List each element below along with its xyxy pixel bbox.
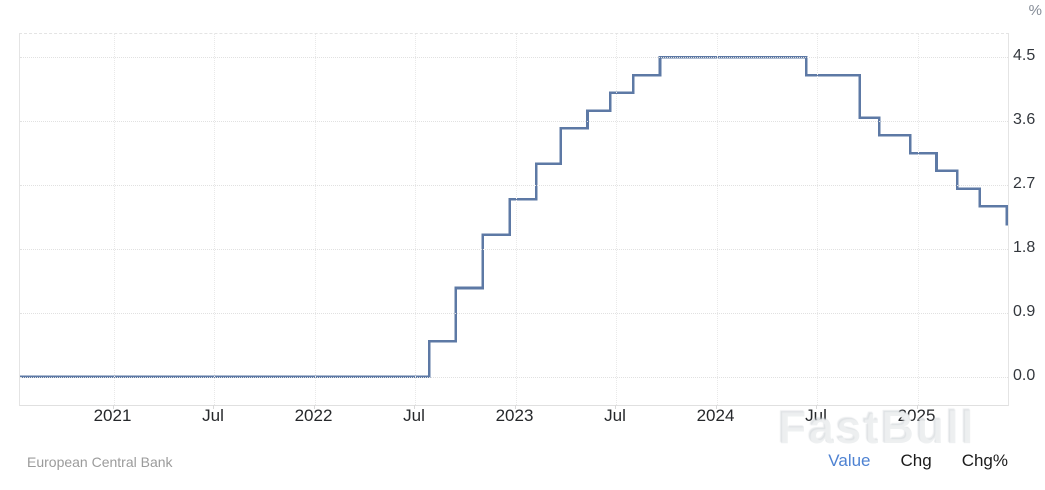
x-tick-label: Jul xyxy=(604,406,626,425)
legend-tabs: Value Chg Chg% xyxy=(828,451,1008,471)
y-tick-label: 4.5 xyxy=(1013,47,1036,65)
h-gridline xyxy=(20,57,1008,59)
h-gridline xyxy=(20,248,1008,250)
v-gridline xyxy=(817,34,818,405)
x-tick-mark xyxy=(514,405,516,409)
x-tick-mark xyxy=(715,405,717,409)
x-tick-label: 2021 xyxy=(93,406,132,425)
v-gridline xyxy=(314,34,316,405)
x-tick-mark xyxy=(816,405,817,409)
plot-area[interactable] xyxy=(19,33,1009,406)
y-axis-unit-label: % xyxy=(1028,2,1042,19)
rate-step-line xyxy=(20,56,1009,378)
x-tick-label: 2024 xyxy=(696,406,735,425)
v-gridline xyxy=(616,34,617,405)
v-gridline xyxy=(716,34,718,405)
h-gridline xyxy=(20,376,1008,378)
x-tick-label: Jul xyxy=(403,406,425,425)
x-tick-mark xyxy=(213,405,214,409)
v-gridline xyxy=(515,34,517,405)
x-tick-label: Jul xyxy=(805,406,827,425)
legend-tab-chg[interactable]: Chg xyxy=(900,451,932,470)
v-gridline xyxy=(214,34,215,405)
y-tick-label: 0.0 xyxy=(1013,366,1036,384)
h-gridline xyxy=(20,121,1008,123)
v-gridline xyxy=(415,34,416,405)
x-tick-label: 2023 xyxy=(495,406,534,425)
y-tick-label: 2.7 xyxy=(1013,175,1036,193)
v-gridline xyxy=(917,34,919,405)
h-gridline xyxy=(20,312,1008,314)
h-gridline xyxy=(20,185,1008,187)
x-tick-mark xyxy=(112,405,114,409)
x-tick-mark xyxy=(414,405,415,409)
x-tick-mark xyxy=(916,405,918,409)
x-tick-mark xyxy=(313,405,315,409)
y-tick-label: 1.8 xyxy=(1013,238,1036,256)
y-tick-label: 3.6 xyxy=(1013,111,1036,129)
x-tick-mark xyxy=(615,405,616,409)
x-tick-label: Jul xyxy=(202,406,224,425)
v-gridline xyxy=(113,34,115,405)
source-label: European Central Bank xyxy=(27,454,173,470)
legend-tab-value[interactable]: Value xyxy=(828,451,871,470)
x-tick-label: 2025 xyxy=(897,406,936,425)
y-tick-label: 0.9 xyxy=(1013,302,1036,320)
legend-tab-chg-pct[interactable]: Chg% xyxy=(961,451,1008,470)
x-tick-label: 2022 xyxy=(294,406,333,425)
rate-step-line-svg xyxy=(20,56,1009,378)
